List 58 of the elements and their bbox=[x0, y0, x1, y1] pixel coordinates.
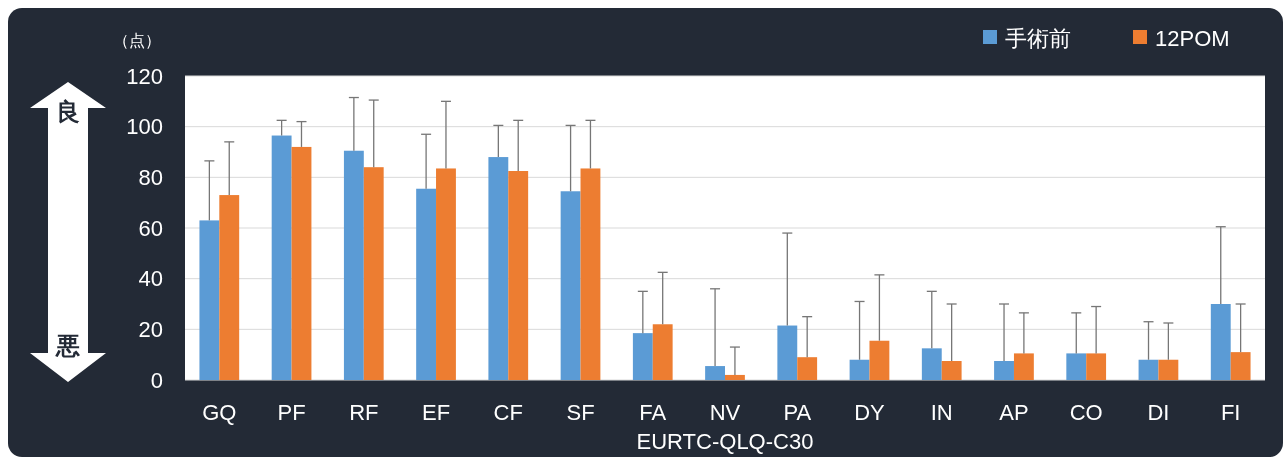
y-tick-label: 80 bbox=[138, 165, 163, 191]
bar bbox=[869, 340, 890, 380]
x-tick-label: RF bbox=[349, 400, 379, 425]
bar bbox=[363, 167, 384, 380]
bar bbox=[1158, 359, 1179, 380]
x-tick-label: EF bbox=[421, 400, 451, 425]
x-tick-label: PF bbox=[277, 400, 306, 425]
y-tick-label: 40 bbox=[138, 266, 163, 292]
x-tick-label: IN bbox=[930, 400, 953, 425]
bar bbox=[560, 191, 581, 380]
bar bbox=[436, 168, 456, 380]
x-tick-label: FA bbox=[639, 400, 667, 425]
y-tick-label: 100 bbox=[126, 114, 163, 140]
bar bbox=[777, 325, 798, 380]
bar bbox=[199, 220, 220, 380]
bar bbox=[343, 150, 364, 380]
bar bbox=[1138, 359, 1159, 380]
bar bbox=[849, 359, 870, 380]
y-tick-label: 20 bbox=[138, 317, 163, 343]
bar bbox=[941, 361, 962, 380]
x-tick-label: CO bbox=[1069, 400, 1103, 425]
bar bbox=[488, 157, 509, 380]
legend-label: 12POM bbox=[1155, 25, 1230, 51]
y-axis-title: （点） bbox=[113, 32, 161, 49]
bar bbox=[1013, 353, 1034, 380]
bar bbox=[219, 195, 240, 380]
y-tick-label: 120 bbox=[126, 63, 163, 89]
text: 良 bbox=[56, 98, 80, 126]
x-tick-label: FI bbox=[1220, 400, 1241, 425]
x-tick-label: SF bbox=[566, 400, 595, 425]
bar bbox=[921, 348, 942, 380]
bar bbox=[271, 135, 292, 380]
legend-label: 手術前 bbox=[1005, 25, 1071, 51]
bar bbox=[652, 324, 673, 380]
bar bbox=[994, 361, 1014, 380]
text: 悪 bbox=[55, 332, 80, 360]
bar bbox=[508, 171, 529, 380]
bar bbox=[1086, 353, 1107, 380]
x-tick-label: AP bbox=[999, 400, 1029, 425]
bar bbox=[797, 357, 818, 380]
bar bbox=[705, 366, 725, 380]
bar bbox=[416, 188, 437, 380]
x-tick-label: DI bbox=[1147, 400, 1170, 425]
x-axis-title: EURTC-QLQ-C30 bbox=[636, 429, 814, 454]
bar bbox=[632, 333, 653, 380]
bar bbox=[291, 146, 312, 380]
bar bbox=[580, 168, 601, 380]
x-tick-label: GQ bbox=[202, 400, 237, 425]
bar bbox=[1210, 304, 1231, 380]
x-tick-label: DY bbox=[854, 400, 886, 425]
x-tick-label: PA bbox=[783, 400, 812, 425]
x-tick-label: NV bbox=[709, 400, 741, 425]
y-tick-label: 60 bbox=[138, 215, 163, 241]
bar bbox=[1066, 353, 1087, 380]
x-tick-label: CF bbox=[493, 400, 523, 425]
y-tick-label: 0 bbox=[150, 367, 163, 393]
bar bbox=[1230, 352, 1251, 380]
bar bbox=[725, 374, 745, 380]
